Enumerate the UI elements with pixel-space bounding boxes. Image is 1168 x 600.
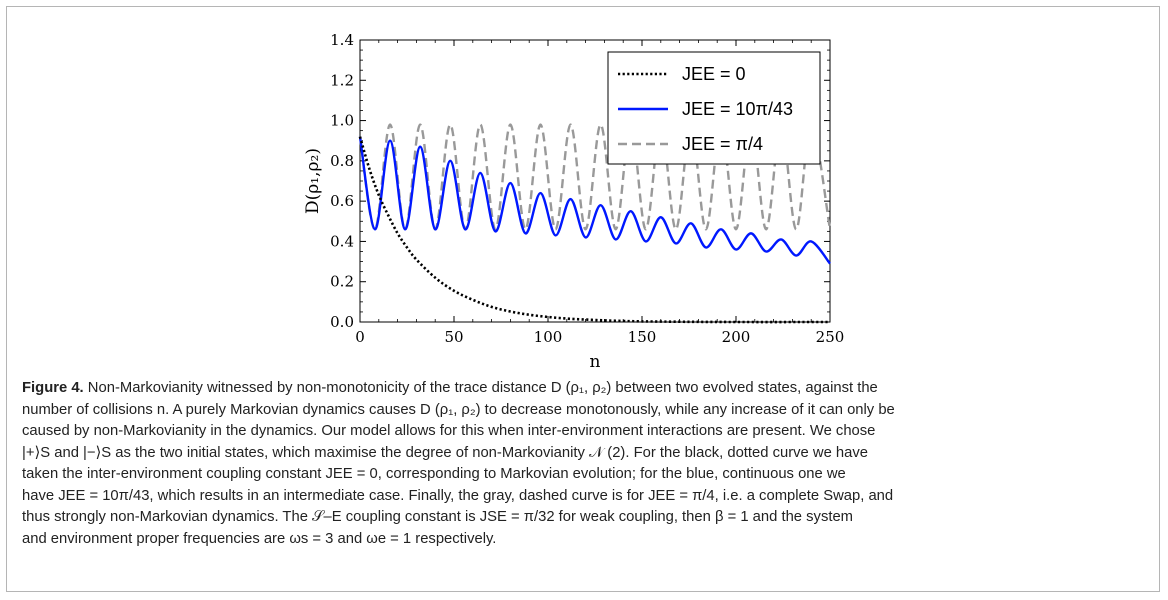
y-tick-label: 0.6 [330,192,354,210]
figure-frame [6,6,1160,592]
caption-line-2: number of collisions n. A purely Markovi… [22,401,895,418]
figure-label: Figure 4. [22,380,84,396]
y-tick-label: 0.8 [330,152,354,170]
x-axis-title: n [590,352,601,370]
y-tick-label: 1.4 [330,31,354,49]
y-tick-label: 1.0 [330,112,354,130]
x-tick-label: 50 [444,328,463,346]
caption-line-8: and environment proper frequencies are ω… [22,530,497,547]
caption-line-3: caused by non-Markovianity in the dynami… [22,423,876,439]
x-tick-label: 250 [816,328,845,346]
y-tick-label: 0.2 [330,273,354,291]
caption-line-6: have JEE = 10π/43, which results in an i… [22,487,894,504]
y-tick-label: 1.2 [330,71,354,89]
legend-label-2: JEE = π/4 [682,134,763,154]
figure-caption: Figure 4. Non-Markovianity witnessed by … [22,378,1150,550]
x-tick-label: 150 [628,328,657,346]
chart-svg: 0.0 0.2 0.4 0.6 0.8 1.0 1.2 1.4 0 50 100 150 200 250 n… [303,31,845,370]
caption-line-1: Figure 4. Non-Markovianity witnessed by … [22,380,878,396]
caption-line-7: thus strongly non-Markovian dynamics. Th… [22,509,854,525]
legend-label-0: JEE = 0 [682,64,746,84]
caption-line-5: taken the inter-environment coupling con… [22,466,846,482]
chart: 0.0 0.2 0.4 0.6 0.8 1.0 1.2 1.4 0 50 100 150 200 250 n… [300,20,860,370]
x-tick-label: 200 [722,328,751,346]
x-tick-label: 100 [534,328,563,346]
legend-label-1: JEE = 10π/43 [682,99,793,119]
y-tick-label: 0.0 [330,313,354,331]
x-tick-label: 0 [355,328,365,346]
y-axis-title: D(ρ₁,ρ₂) [303,148,323,214]
caption-line-4: |+⟩S and |−⟩S as the two initial states,… [22,444,868,461]
series-line-1 [358,136,831,265]
y-tick-label: 0.4 [330,232,354,250]
